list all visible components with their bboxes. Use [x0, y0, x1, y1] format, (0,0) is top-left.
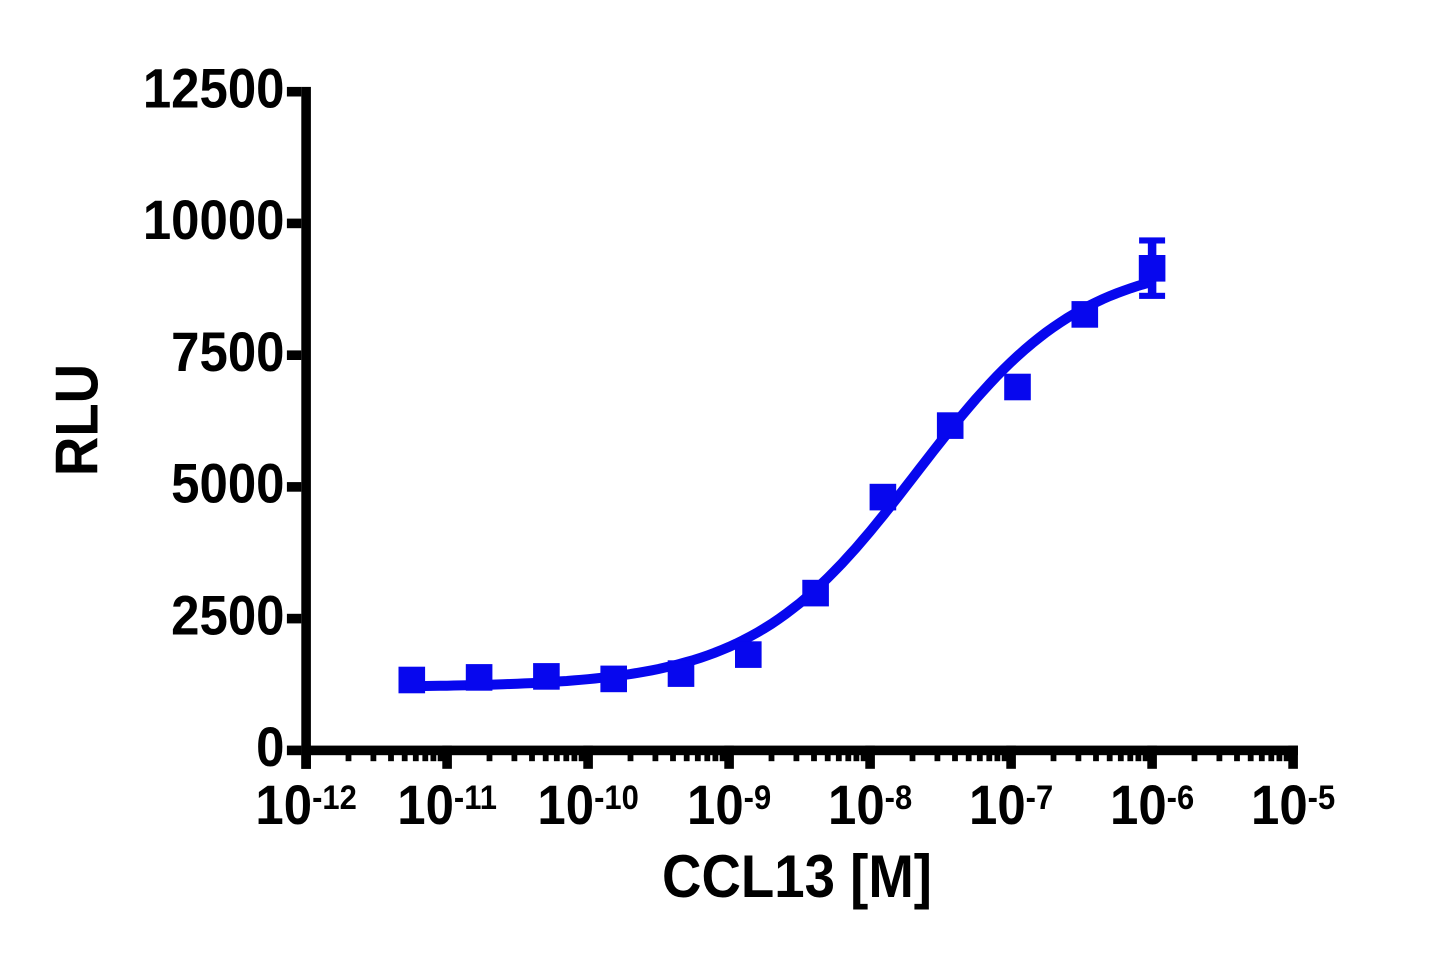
svg-text:10-6: 10-6 [1110, 775, 1194, 837]
svg-text:10000: 10000 [143, 190, 285, 252]
svg-text:5000: 5000 [171, 454, 284, 516]
svg-text:10-5: 10-5 [1251, 775, 1335, 837]
svg-text:10-8: 10-8 [828, 775, 912, 837]
svg-text:7500: 7500 [171, 322, 284, 384]
svg-text:12500: 12500 [143, 58, 285, 120]
svg-text:10-9: 10-9 [687, 775, 771, 837]
svg-text:2500: 2500 [171, 585, 284, 647]
svg-text:10-10: 10-10 [537, 775, 638, 837]
svg-text:10-11: 10-11 [397, 775, 497, 837]
svg-text:RLU: RLU [44, 364, 111, 476]
svg-text:0: 0 [256, 717, 284, 779]
svg-text:CCL13 [M]: CCL13 [M] [662, 844, 932, 911]
svg-text:10-7: 10-7 [969, 775, 1053, 837]
svg-text:10-12: 10-12 [255, 775, 356, 837]
